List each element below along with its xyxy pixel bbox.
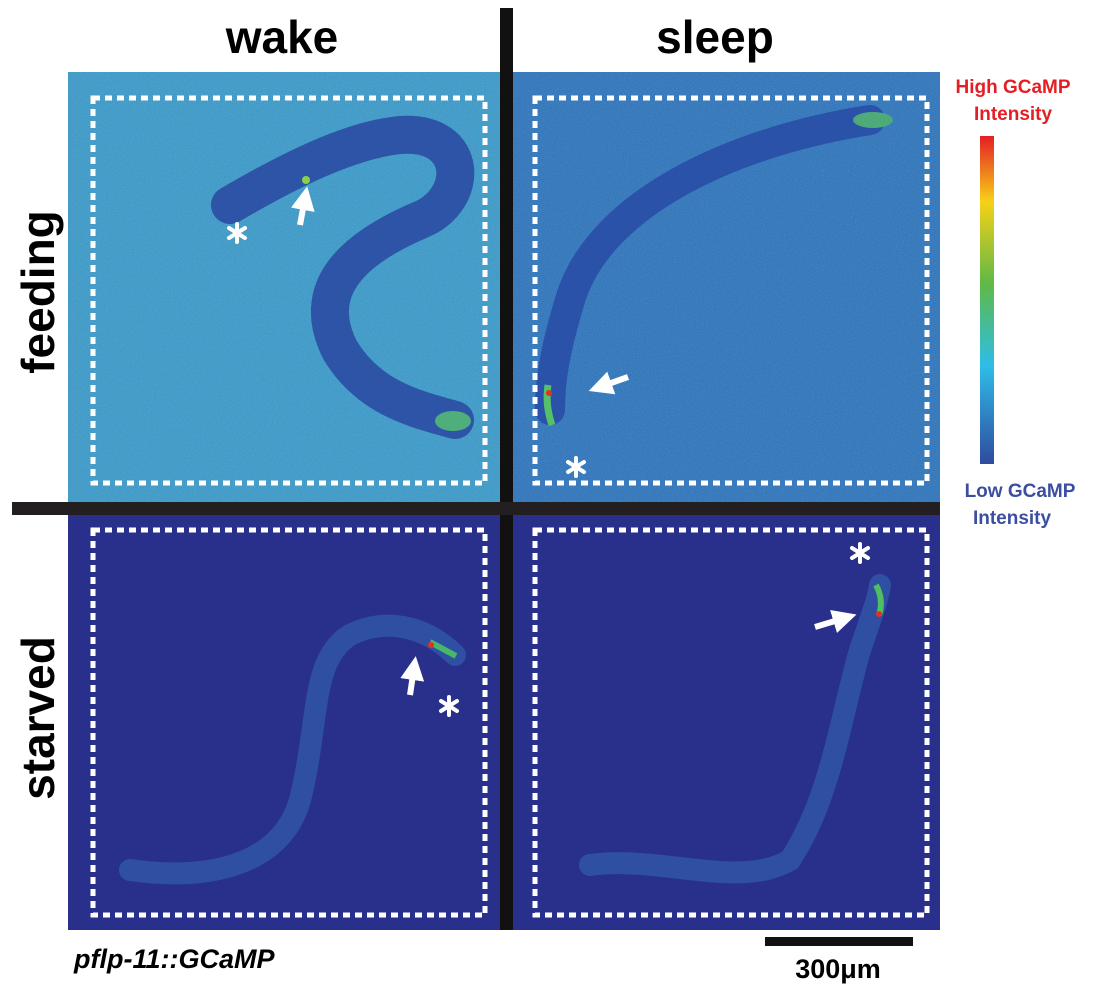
colorbar-low-label: Intensity bbox=[973, 508, 1052, 529]
colorbar bbox=[980, 136, 994, 464]
panel-sleep-feeding bbox=[512, 72, 940, 506]
column-label: sleep bbox=[656, 11, 774, 63]
panel-wake-starved bbox=[68, 512, 504, 930]
figure: wake sleep feeding starved High GCaMP In… bbox=[0, 0, 1108, 991]
vertical-divider bbox=[500, 8, 513, 930]
horizontal-divider bbox=[12, 502, 940, 515]
colorbar-high-label: High GCaMP bbox=[955, 77, 1070, 98]
row-label: feeding bbox=[12, 210, 64, 374]
colorbar-low-label: Low GCaMP bbox=[965, 481, 1076, 502]
genotype-label: pflp-11::GCaMP bbox=[73, 944, 275, 974]
panel-sleep-starved bbox=[512, 512, 940, 930]
scale-bar-label: 300μm bbox=[795, 954, 881, 984]
colorbar-high-label: Intensity bbox=[974, 104, 1053, 125]
scale-bar bbox=[765, 937, 913, 946]
panel-wake-feeding bbox=[68, 72, 504, 506]
row-label: starved bbox=[12, 636, 64, 800]
column-label: wake bbox=[225, 11, 339, 63]
